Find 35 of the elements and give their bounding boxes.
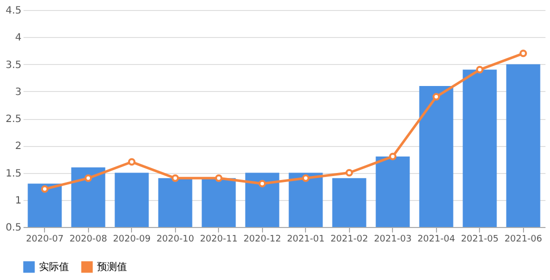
y-tick-label: 2 — [15, 141, 22, 152]
y-tick-label: 1 — [15, 195, 22, 206]
point — [172, 174, 179, 182]
y-tick-label: 4 — [15, 32, 22, 44]
point — [432, 93, 440, 101]
legend-label: 实际值 — [39, 261, 69, 273]
y-tick-label: 1.5 — [6, 168, 22, 180]
x-tick-label: 2020-10 — [156, 234, 194, 244]
point — [215, 174, 222, 182]
point — [41, 185, 48, 193]
y-tick-label: 4.5 — [6, 6, 22, 16]
point — [128, 158, 136, 166]
y-tick-label: 3 — [15, 86, 22, 98]
legend-label: 预测值 — [97, 261, 127, 273]
x-tick-label: 2021-04 — [417, 234, 456, 244]
x-tick-label: 2020-11 — [200, 234, 238, 244]
x-tick-label: 2021-06 — [504, 234, 542, 244]
x-tick-label: 2021-05 — [460, 234, 499, 244]
point — [520, 50, 527, 58]
x-tick-label: 2020-08 — [69, 234, 108, 244]
x-tick-label: 2020-07 — [26, 234, 64, 244]
point — [258, 180, 266, 188]
x-tick-label: 2021-03 — [374, 234, 412, 244]
x-tick-label: 2021-02 — [330, 234, 368, 244]
y-tick-label: 2.5 — [6, 114, 22, 125]
y-tick-label: 0.5 — [6, 222, 22, 234]
x-tick-label: 2020-12 — [243, 234, 282, 244]
y-tick-label: 3.5 — [6, 60, 22, 71]
point — [389, 152, 396, 160]
x-tick-label: 2021-01 — [286, 234, 325, 244]
x-tick-label: 2020-09 — [112, 234, 151, 244]
point — [302, 174, 310, 182]
point — [476, 66, 484, 74]
point — [84, 174, 92, 182]
point — [346, 169, 353, 176]
